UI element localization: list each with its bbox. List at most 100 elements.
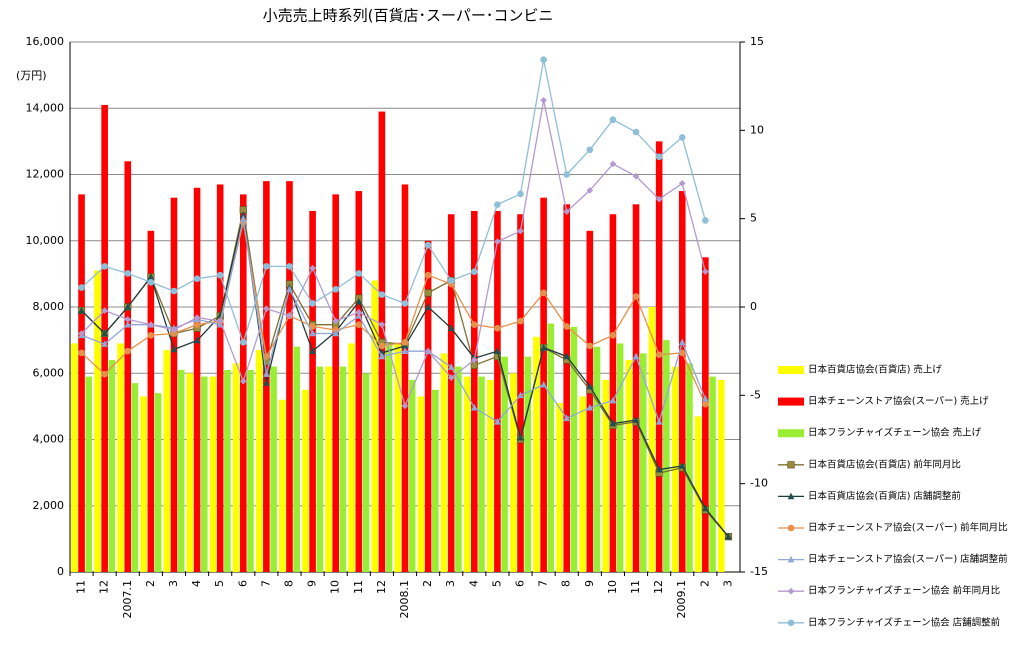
legend-swatch xyxy=(778,397,804,406)
marker xyxy=(586,342,594,350)
marker xyxy=(286,312,293,320)
x-tick-label: 8 xyxy=(560,580,573,587)
marker xyxy=(286,263,293,270)
marker xyxy=(494,418,501,425)
bar xyxy=(339,366,347,572)
x-tick-label: 12 xyxy=(98,580,111,594)
marker xyxy=(471,356,478,364)
bar xyxy=(124,161,132,572)
x-tick-label: 6 xyxy=(514,580,527,587)
bar xyxy=(325,366,332,572)
bar xyxy=(371,280,378,572)
bar xyxy=(686,363,693,572)
marker xyxy=(147,273,155,280)
marker xyxy=(494,347,501,354)
bar xyxy=(570,326,578,572)
bar xyxy=(362,373,370,572)
x-tick-label: 2007.1 xyxy=(121,580,134,619)
x-tick-label: 5 xyxy=(490,580,503,587)
bar xyxy=(455,366,462,572)
marker xyxy=(378,321,386,328)
marker xyxy=(655,153,663,161)
marker xyxy=(609,396,617,404)
x-tick-label: 4 xyxy=(190,580,203,587)
marker xyxy=(193,336,201,344)
bar xyxy=(394,343,402,572)
marker xyxy=(309,329,316,337)
bar xyxy=(71,343,78,572)
bar xyxy=(471,210,478,572)
y2-tick-label: 5 xyxy=(750,212,757,225)
y2-tick-label: 10 xyxy=(750,123,764,136)
bar xyxy=(224,369,231,572)
marker xyxy=(563,352,571,360)
marker xyxy=(678,180,686,187)
bar xyxy=(625,360,633,572)
x-tick-label: 8 xyxy=(282,580,295,587)
bar xyxy=(478,376,485,572)
bar xyxy=(417,396,425,572)
marker xyxy=(124,303,132,310)
marker xyxy=(263,263,270,270)
y2-tick-label: 15 xyxy=(750,35,764,48)
marker xyxy=(378,352,386,360)
legend-swatch xyxy=(778,366,804,374)
marker xyxy=(309,264,316,272)
marker xyxy=(632,293,640,300)
marker xyxy=(263,353,270,360)
marker xyxy=(78,284,85,291)
bar xyxy=(247,369,254,572)
legend-label: 日本百貨店協会(百貨店) 店舗調整前 xyxy=(808,490,961,502)
marker xyxy=(787,587,795,595)
marker xyxy=(147,278,155,286)
bar xyxy=(533,336,540,572)
marker xyxy=(586,187,594,194)
bar xyxy=(209,376,217,572)
marker xyxy=(787,524,795,532)
bar xyxy=(78,194,85,572)
marker xyxy=(540,289,547,297)
marker xyxy=(78,330,85,337)
x-tick-label: 3 xyxy=(721,580,734,587)
marker xyxy=(170,287,178,295)
x-tick-label: 12 xyxy=(375,580,388,594)
bar xyxy=(702,257,709,572)
marker xyxy=(309,347,316,354)
marker xyxy=(632,352,640,360)
x-tick-label: 7 xyxy=(537,580,550,587)
bar xyxy=(486,379,494,572)
bar xyxy=(140,396,147,572)
marker xyxy=(494,238,501,245)
marker xyxy=(632,416,640,423)
marker xyxy=(401,300,409,307)
bar xyxy=(232,363,240,572)
y-tick-label: 10,000 xyxy=(26,234,65,247)
legend-swatch xyxy=(778,429,804,438)
marker xyxy=(193,314,201,321)
y2-tick-label: 0 xyxy=(750,300,757,313)
marker xyxy=(586,146,594,154)
bar xyxy=(200,376,208,572)
marker xyxy=(424,347,432,355)
x-tick-label: 2 xyxy=(421,580,434,587)
marker xyxy=(702,268,709,275)
marker xyxy=(787,619,795,627)
marker xyxy=(655,465,663,473)
marker xyxy=(424,289,432,297)
bar xyxy=(447,214,455,572)
marker xyxy=(193,275,201,283)
marker xyxy=(170,330,178,337)
marker xyxy=(424,271,432,279)
bar xyxy=(494,210,501,572)
marker xyxy=(655,195,663,203)
bar xyxy=(563,204,571,572)
x-tick-label: 11 xyxy=(629,580,642,594)
legend-label: 日本チェーンストア協会(スーパー) 前年同月比 xyxy=(808,522,1008,534)
marker xyxy=(309,300,316,307)
bar xyxy=(177,369,185,572)
y2-tick-label: -10 xyxy=(750,477,768,490)
marker xyxy=(563,171,571,178)
marker xyxy=(471,268,478,275)
marker xyxy=(286,285,293,293)
bar xyxy=(586,230,594,572)
